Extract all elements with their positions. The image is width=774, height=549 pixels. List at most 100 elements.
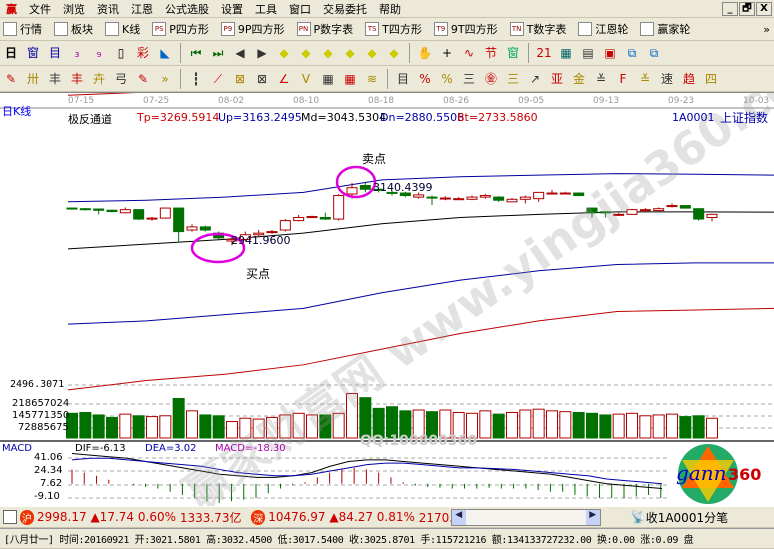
- drawing-tool-icon[interactable]: ㊎: [484, 71, 497, 86]
- tool-icon[interactable]: 窗: [26, 46, 39, 60]
- toolbar-button[interactable]: K线: [102, 21, 140, 37]
- menu-item[interactable]: 窗口: [289, 2, 311, 16]
- tool-icon[interactable]: ⏭: [212, 46, 224, 60]
- toolbar-separator: [387, 68, 388, 89]
- toolbar-button[interactable]: PN P数字表: [294, 21, 353, 37]
- drawing-tool-icon[interactable]: ▦: [344, 71, 356, 86]
- more-icon[interactable]: »: [763, 22, 770, 36]
- macd-tick: -9.10: [34, 491, 60, 502]
- menu-item[interactable]: 工具: [255, 2, 277, 16]
- tool-icon[interactable]: ₃: [74, 46, 80, 60]
- kline-chart[interactable]: 赢家财富网 www.yingjia360.com 日K线 07-15 07-25 0…: [0, 92, 774, 506]
- menu-item[interactable]: 交易委托: [323, 2, 367, 16]
- scroll-left-button[interactable]: ◀: [451, 509, 466, 525]
- drawing-tool-icon[interactable]: 四: [704, 71, 717, 86]
- tool-icon[interactable]: ▯: [117, 46, 125, 60]
- drawing-tool-icon[interactable]: 三: [506, 71, 519, 86]
- menu-item[interactable]: 文件: [29, 2, 51, 16]
- drawing-tool-icon[interactable]: ✎: [137, 71, 149, 86]
- tool-icon[interactable]: ▣: [604, 46, 616, 60]
- tool-icon[interactable]: ◆: [345, 46, 355, 60]
- tool-icon[interactable]: ◆: [367, 46, 377, 60]
- ticker-scrollbar[interactable]: ◀ ▶: [450, 508, 601, 526]
- drawing-tool-icon[interactable]: ✎: [5, 71, 17, 86]
- volume-bar: [706, 417, 718, 439]
- tool-icon[interactable]: 21: [536, 46, 552, 60]
- tool-icon[interactable]: ▦: [560, 46, 572, 60]
- drawing-tool-icon[interactable]: 丰: [70, 71, 83, 86]
- tool-icon[interactable]: ▤: [582, 46, 594, 60]
- tool-icon[interactable]: ∿: [463, 46, 475, 60]
- drawing-tool-icon[interactable]: 弓: [114, 71, 127, 86]
- close-button[interactable]: X: [756, 1, 772, 16]
- tool-icon[interactable]: ◣: [160, 46, 170, 60]
- drawing-tool-icon[interactable]: 丰: [48, 71, 61, 86]
- tool-icon[interactable]: ◆: [301, 46, 311, 60]
- menu-item[interactable]: 浏览: [63, 2, 85, 16]
- toolbar-button[interactable]: 赢家轮: [637, 21, 690, 37]
- drawing-tool-icon[interactable]: %: [441, 71, 453, 86]
- candle: [386, 190, 398, 196]
- drawing-tool-icon[interactable]: ≋: [366, 71, 378, 86]
- minimize-button[interactable]: _: [722, 1, 738, 16]
- volume-bar: [239, 417, 252, 439]
- scroll-right-button[interactable]: ▶: [585, 509, 600, 525]
- tool-icon[interactable]: ◆: [389, 46, 399, 60]
- drawing-tool-icon[interactable]: ↗: [529, 71, 541, 86]
- tool-icon[interactable]: 窗: [506, 46, 519, 60]
- menu-item[interactable]: 帮助: [379, 2, 401, 16]
- tool-icon[interactable]: ▶: [257, 46, 267, 60]
- tool-icon[interactable]: 目: [48, 46, 61, 60]
- toolbar-button[interactable]: 江恩轮: [575, 21, 628, 37]
- drawing-tool-icon[interactable]: ≚: [639, 71, 651, 86]
- tool-icon[interactable]: ⏮: [190, 46, 202, 60]
- toolbar-button[interactable]: TS T四方形: [362, 21, 422, 37]
- drawing-tool-icon[interactable]: ⊠: [234, 71, 246, 86]
- toolbar-button[interactable]: P9 9P四方形: [218, 21, 285, 37]
- tool-icon[interactable]: ◀: [235, 46, 245, 60]
- drawing-tool-icon[interactable]: 三: [462, 71, 475, 86]
- drawing-tool-icon[interactable]: 目: [396, 71, 409, 86]
- menu-item[interactable]: 江恩: [131, 2, 153, 16]
- drawing-tool-icon[interactable]: ┇: [192, 71, 200, 86]
- toolbar-button[interactable]: TN T数字表: [507, 21, 566, 37]
- drawing-tool-icon[interactable]: 速: [660, 71, 673, 86]
- drawing-tool-icon[interactable]: V: [301, 71, 311, 86]
- volume-bar: [199, 414, 212, 439]
- drawing-tool-icon[interactable]: ∠: [278, 71, 290, 86]
- drawing-tool-icon[interactable]: %: [419, 71, 431, 86]
- tool-icon[interactable]: ◆: [279, 46, 289, 60]
- drawing-tool-icon[interactable]: 金: [572, 71, 585, 86]
- tool-icon[interactable]: ◆: [323, 46, 333, 60]
- toolbar-button[interactable]: T9 9T四方形: [431, 21, 498, 37]
- drawing-tool-icon[interactable]: 趋: [682, 71, 695, 86]
- drawing-tool-icon[interactable]: 卉: [92, 71, 105, 86]
- tool-icon[interactable]: 节: [484, 46, 497, 60]
- drawing-tool-icon[interactable]: 亚: [550, 71, 563, 86]
- drawing-tool-icon[interactable]: ⊠: [256, 71, 268, 86]
- menu-item[interactable]: 资讯: [97, 2, 119, 16]
- period-select[interactable]: 日: [4, 46, 17, 60]
- tool-icon[interactable]: ⧉: [649, 46, 659, 60]
- drawing-tool-icon[interactable]: 卅: [26, 71, 39, 86]
- drawing-tool-icon[interactable]: ▦: [322, 71, 334, 86]
- tool-icon[interactable]: 彩: [136, 46, 149, 60]
- toolbar-button[interactable]: 行情: [0, 21, 42, 37]
- toolbar-button[interactable]: 板块: [51, 21, 93, 37]
- tool-icon[interactable]: ⧉: [627, 46, 637, 60]
- toolbar-label: 9P四方形: [237, 23, 285, 36]
- drawing-tool-icon[interactable]: ⟋: [213, 71, 223, 86]
- date-tick: 07-15: [68, 96, 95, 106]
- menu-item[interactable]: 公式选股: [165, 2, 209, 16]
- drawing-tool-icon[interactable]: »: [161, 71, 169, 86]
- restore-button[interactable]: 🗗: [739, 1, 755, 16]
- drawing-tool-icon[interactable]: ≚: [595, 71, 607, 86]
- toolbar-button[interactable]: PS P四方形: [149, 21, 209, 37]
- menu-item[interactable]: 设置: [221, 2, 243, 16]
- tool-icon[interactable]: ₉: [96, 46, 102, 60]
- drawing-tool-icon[interactable]: F: [619, 71, 627, 86]
- sh-percent: 0.60%: [137, 510, 176, 524]
- tool-icon[interactable]: ✋: [417, 46, 433, 60]
- tool-icon[interactable]: +: [441, 46, 453, 60]
- calendar-icon[interactable]: [3, 510, 17, 524]
